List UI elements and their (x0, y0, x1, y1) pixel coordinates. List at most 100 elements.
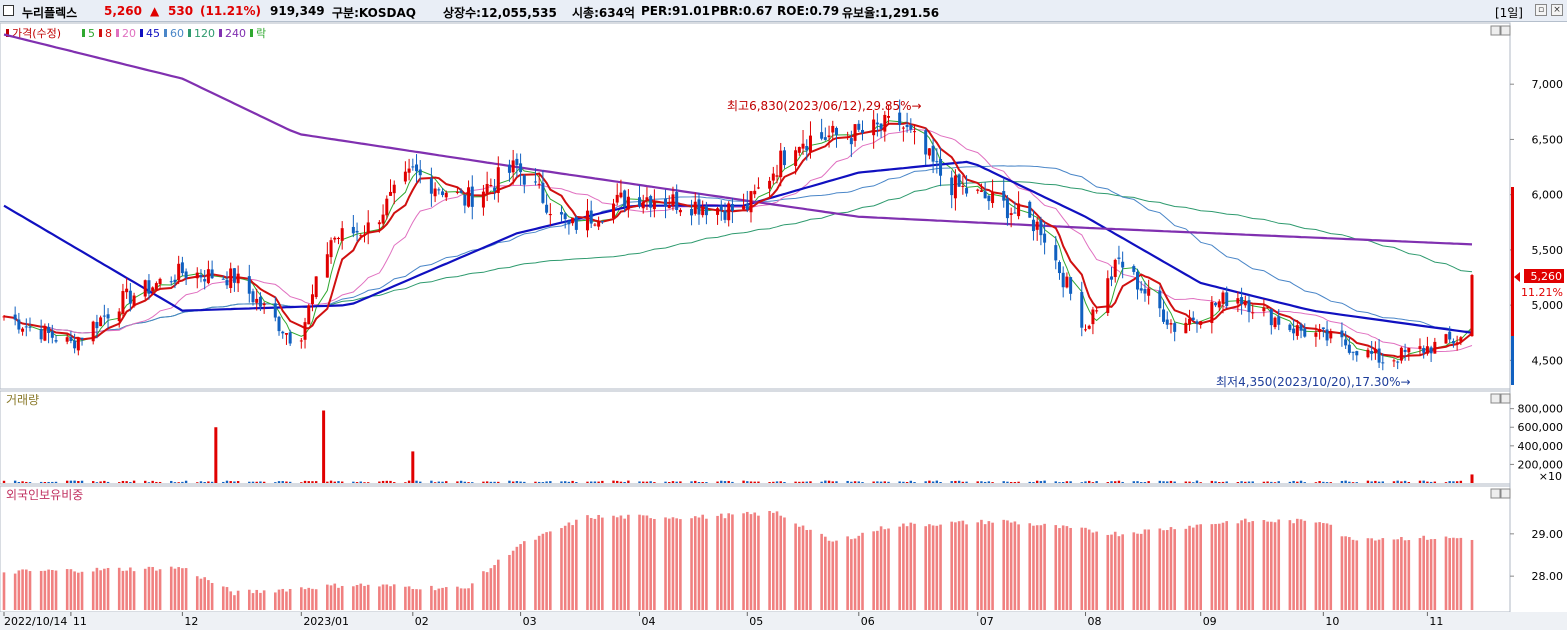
price-tick-label: 7,000 (1532, 78, 1564, 91)
foreign-ratio-bar (236, 590, 240, 610)
foreign-ratio-bar (1217, 523, 1221, 610)
x-tick-label: 2023/01 (303, 615, 349, 628)
foreign-ratio-bar (259, 592, 262, 610)
volume-bar (25, 481, 28, 483)
foreign-ratio-bar (615, 517, 619, 610)
foreign-ratio-bar (671, 517, 675, 610)
foreign-ratio-bar (872, 531, 875, 610)
volume-bar (1377, 481, 1381, 483)
volume-bar (419, 481, 422, 483)
candle-body (1407, 347, 1411, 353)
candle-body (24, 326, 28, 328)
select-checkbox[interactable] (3, 5, 14, 16)
period-selector[interactable]: [1일] (1494, 6, 1523, 20)
foreign-ratio-bar (418, 589, 422, 610)
volume-bar (1277, 481, 1280, 483)
foreign-ratio-bar (17, 570, 21, 610)
candle-body (336, 237, 340, 239)
foreign-ratio-bar (352, 586, 355, 610)
candle-body (846, 136, 850, 138)
foreign-ratio-bar (274, 592, 277, 610)
foreign-ratio-bar (389, 586, 392, 610)
foreign-ratio-bar (1087, 529, 1091, 610)
candle-body (1355, 351, 1359, 356)
foreign-ratio-bar (1069, 527, 1072, 610)
candle-body (1173, 323, 1177, 332)
foreign-ratio-bar (1292, 523, 1295, 610)
volume-bar (590, 481, 593, 483)
foreign-ratio-bar (173, 568, 177, 610)
foreign-ratio-bar (511, 550, 515, 610)
volume-bar (1422, 480, 1425, 483)
foreign-ratio-bar (976, 522, 980, 610)
foreign-ratio-bar (1392, 539, 1396, 610)
volume-bar (1173, 481, 1176, 483)
foreign-ratio-bar (1165, 530, 1169, 610)
candle-body (351, 226, 355, 234)
candle-body (515, 158, 519, 165)
foreign-ratio-bar (1329, 524, 1333, 610)
volume-bar (407, 480, 411, 483)
current-price: 5,260 (104, 4, 142, 18)
date-x-axis: 2022/10/14 11 12 2023/01 02 03 04 05 06 07 08 09 10 1… (3, 612, 1443, 628)
volume-bar (664, 481, 667, 483)
foreign-ratio-bar (1143, 529, 1147, 610)
foreign-ratio-bar (1035, 525, 1039, 610)
foreign-ratio-bar (586, 515, 589, 610)
candle-body (132, 295, 136, 307)
foreign-ratio-bar (549, 531, 552, 610)
foreign-ratio-bar (404, 586, 407, 610)
candle-body (1225, 292, 1229, 306)
ma-8-line (3, 121, 1473, 359)
foreign-ratio-bar (1444, 536, 1448, 610)
candle-body (1210, 301, 1214, 324)
candle-body (1136, 271, 1140, 290)
volume-bar (645, 481, 649, 483)
foreign-ratio-bar (1243, 518, 1247, 610)
volume-bar (1400, 481, 1403, 483)
candle-body (1002, 191, 1006, 201)
foreign-ratio-bar (638, 514, 641, 610)
foreign-ratio-bar (28, 571, 32, 610)
volume-bar (248, 481, 251, 483)
volume-bar (485, 481, 489, 483)
candle-body (1262, 307, 1266, 312)
foreign-ratio-bar (1426, 539, 1429, 610)
volume-bar (1407, 481, 1411, 483)
volume-bar (1106, 482, 1109, 483)
foreign-ratio-bar (333, 583, 337, 610)
volume-bar (433, 482, 437, 483)
foreign-ratio-bar (1403, 540, 1407, 610)
close-icon[interactable]: × (1551, 4, 1563, 16)
volume-bar (91, 481, 95, 483)
foreign-ratio-bar (820, 533, 823, 610)
volume-bar (638, 481, 641, 483)
foreign-ratio-bar (935, 525, 939, 610)
volume-bar (515, 481, 519, 483)
candle-body (1069, 277, 1073, 294)
foreign-ratio-bar (1348, 537, 1351, 610)
restore-icon[interactable]: ▫ (1535, 4, 1547, 16)
candle-body (1251, 312, 1255, 314)
moving-average-lines (3, 33, 1473, 360)
candle-body (2, 316, 6, 318)
volume-bar (1028, 481, 1031, 483)
volume-bar (437, 481, 441, 483)
foreign-ratio-bar (898, 526, 901, 610)
volume-bar (720, 480, 723, 483)
volume-bar (954, 480, 957, 483)
candle-body (1132, 266, 1136, 272)
price-panel-buttons[interactable] (1490, 25, 1511, 36)
candle-body (723, 210, 727, 220)
volume-panel-buttons[interactable] (1490, 393, 1511, 404)
volume-bar (1452, 481, 1455, 483)
foreign-ratio-bar (567, 522, 571, 610)
foreign-panel-buttons[interactable] (1490, 488, 1511, 499)
candle-body (1329, 331, 1333, 339)
foreign-ratio-bar (151, 566, 154, 610)
candle-body (195, 272, 199, 279)
volume-bar (385, 480, 388, 483)
volume-bar (1166, 481, 1169, 483)
foreign-ratio-bar (745, 511, 749, 610)
candle-body (28, 326, 32, 328)
